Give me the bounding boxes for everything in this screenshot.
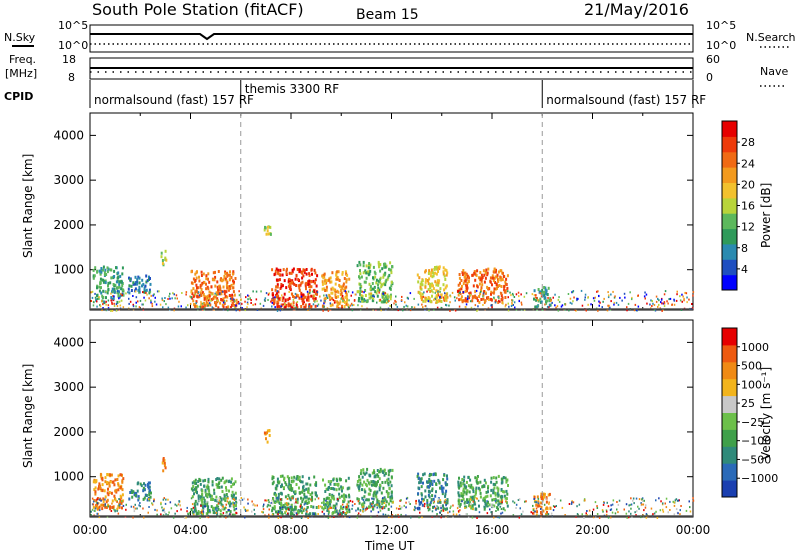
noise-sky-line (90, 33, 693, 41)
colorbar-tick-label: −100 (741, 435, 771, 448)
freq-right-tick-bottom: 0 (706, 71, 713, 84)
colorbar-tick-label: 20 (741, 178, 755, 191)
colorbar-tick-label: 100 (741, 378, 762, 391)
colorbar-tick-label: 28 (741, 136, 755, 149)
colorbar-swatch (722, 151, 737, 168)
velocity-colorbar-label: Velocity [m s⁻¹] (759, 367, 773, 460)
y-tick-label: 4000 (53, 128, 84, 142)
cpid-segment-label: themis 3300 RF (245, 82, 339, 96)
colorbar-swatch (722, 243, 737, 260)
frequency-panel: Freq. [MHz] 18 8 60 0 Nave (5, 53, 788, 87)
data-cluster (416, 472, 449, 511)
noise-right-tick-bottom: 10^0 (706, 39, 736, 52)
colorbar-tick-label: −25 (741, 416, 764, 429)
x-tick-label: 20:00 (575, 523, 610, 537)
data-cluster (127, 274, 152, 295)
colorbar-tick-label: 4 (741, 263, 748, 276)
power-ylabel: Slant Range [km] (21, 154, 35, 258)
y-tick-label: 1000 (53, 470, 84, 484)
data-cluster (356, 467, 394, 511)
data-cluster (416, 265, 449, 304)
data-cluster (263, 429, 271, 444)
colorbar-swatch (722, 361, 737, 380)
colorbar-swatch (722, 480, 737, 498)
colorbar-swatch (722, 228, 737, 245)
date-label: 21/May/2016 (584, 0, 689, 19)
data-cluster (92, 472, 125, 511)
power-colorbar-label: Power [dB] (759, 183, 773, 248)
y-tick-label: 4000 (53, 335, 84, 349)
colorbar-swatch (722, 378, 737, 397)
colorbar-swatch (722, 463, 737, 481)
colorbar-swatch (722, 344, 737, 363)
y-tick-label: 1000 (53, 263, 84, 277)
cpid-segment-label: normalsound (fast) 157 RF (94, 93, 254, 107)
colorbar-swatch (722, 213, 737, 230)
x-tick-label: 08:00 (274, 523, 309, 537)
colorbar-swatch (722, 274, 737, 291)
colorbar-tick-label: −500 (741, 453, 771, 466)
noise-left-tick-bottom: 10^0 (58, 39, 88, 52)
colorbar-swatch (722, 121, 737, 137)
beam-label: Beam 15 (356, 7, 419, 23)
noise-left-tick-top: 10^5 (58, 19, 88, 32)
y-tick-label: 3000 (53, 173, 84, 187)
colorbar-swatch (722, 259, 737, 276)
noise-right-tick-top: 10^5 (706, 19, 736, 32)
velocity-panel: 1000 2000 3000 4000 Slant Range [km] 1000 50… (21, 319, 778, 519)
power-panel: 1000 2000 3000 4000 Slant Range [km] 4 8 12 16… (21, 112, 773, 312)
cpid-label: CPID (4, 90, 33, 103)
y-tick-label: 2000 (53, 218, 84, 232)
data-cluster (321, 270, 351, 309)
colorbar-tick-label: 24 (741, 157, 755, 170)
colorbar-tick-label: 16 (741, 200, 755, 213)
y-tick-label: 3000 (53, 380, 84, 394)
colorbar-tick-label: 1000 (741, 341, 769, 354)
data-cluster (161, 457, 167, 473)
x-tick-label: 04:00 (173, 523, 208, 537)
colorbar-tick-label: 500 (741, 360, 762, 373)
x-axis-label: Time UT (364, 539, 415, 553)
colorbar-swatch (722, 429, 737, 447)
colorbar-swatch (722, 182, 737, 199)
noise-search-label: N.Search (746, 31, 796, 44)
colorbar-swatch (722, 167, 737, 183)
colorbar-tick-label: 25 (741, 397, 755, 410)
colorbar-tick-label: 8 (741, 242, 748, 255)
velocity-ylabel: Slant Range [km] (21, 364, 35, 468)
colorbar-swatch (722, 395, 737, 413)
freq-left-tick-top: 18 (62, 53, 76, 66)
freq-label-1: Freq. (9, 53, 36, 66)
data-cluster (160, 249, 168, 267)
colorbar-tick-label: −1000 (741, 472, 778, 485)
station-title: South Pole Station (fitACF) (92, 0, 304, 19)
data-cluster (128, 481, 152, 502)
freq-right-tick-top: 60 (706, 53, 720, 66)
nave-label: Nave (760, 65, 788, 78)
x-tick-label: 12:00 (374, 523, 409, 537)
data-cluster (263, 225, 272, 236)
colorbar-swatch (722, 197, 737, 214)
colorbar-swatch (722, 136, 737, 153)
colorbar-tick-label: 12 (741, 221, 755, 234)
x-tick-label: 16:00 (475, 523, 510, 537)
y-tick-label: 2000 (53, 425, 84, 439)
freq-label-2: [MHz] (5, 67, 37, 80)
freq-left-tick-bottom: 8 (68, 71, 75, 84)
x-tick-label: 00:00 (73, 523, 108, 537)
noise-panel: N.Sky 10^5 10^0 10^5 10^0 N.Search (4, 19, 796, 53)
noise-sky-label: N.Sky (4, 31, 36, 44)
cpid-segment-label: normalsound (fast) 157 RF (546, 93, 706, 107)
colorbar-swatch (722, 328, 737, 346)
x-tick-label: 00:00 (676, 523, 711, 537)
colorbar-swatch (722, 412, 737, 430)
colorbar-swatch (722, 446, 737, 464)
